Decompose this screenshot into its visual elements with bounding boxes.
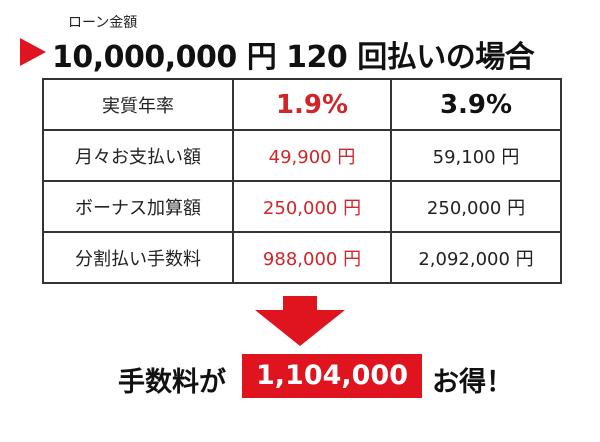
table-cell: 分割払い手数料 <box>42 231 234 284</box>
rate-table: 実質年率 1.9% 3.9% 月々お支払い額 49,900 円 59,100 円ボーナス加… <box>42 78 562 284</box>
table-cell: 49,900 円 <box>232 129 392 182</box>
footer-suffix: お得！ <box>432 367 513 398</box>
table-row: 分割払い手数料 988,000 円 2,092,000 円 <box>42 231 562 284</box>
table-cell: 1.9% <box>232 78 392 131</box>
table-row: 月々お支払い額 49,900 円 59,100 円 <box>42 129 562 182</box>
table-cell: 2,092,000 円 <box>390 231 562 284</box>
table-cell: 250,000 円 <box>390 180 562 233</box>
triangle-icon <box>20 38 46 66</box>
table-cell: 250,000 円 <box>232 180 392 233</box>
table-cell: 988,000 円 <box>232 231 392 284</box>
table-cell: ボーナス加算額 <box>42 180 234 233</box>
page: ローン金額 10,000,000 円 120 回払いの場合 実質年率 1.9% 3.… <box>20 15 562 435</box>
table-row: ボーナス加算額 250,000 円 250,000 円 <box>42 180 562 233</box>
table-cell: 実質年率 <box>42 78 234 131</box>
table-cell: 3.9% <box>390 78 562 131</box>
down-arrow <box>255 296 345 346</box>
title: 10,000,000 円 120 回払いの場合 <box>52 40 535 75</box>
table-row: 実質年率 1.9% 3.9% <box>42 78 562 131</box>
table-cell: 月々お支払い額 <box>42 129 234 182</box>
footer-prefix: 手数料が <box>118 367 226 398</box>
table-cell: 59,100 円 <box>390 129 562 182</box>
loan-label: ローン金額 <box>68 15 138 31</box>
footer-amount: 1,104,000 円 <box>242 354 422 435</box>
